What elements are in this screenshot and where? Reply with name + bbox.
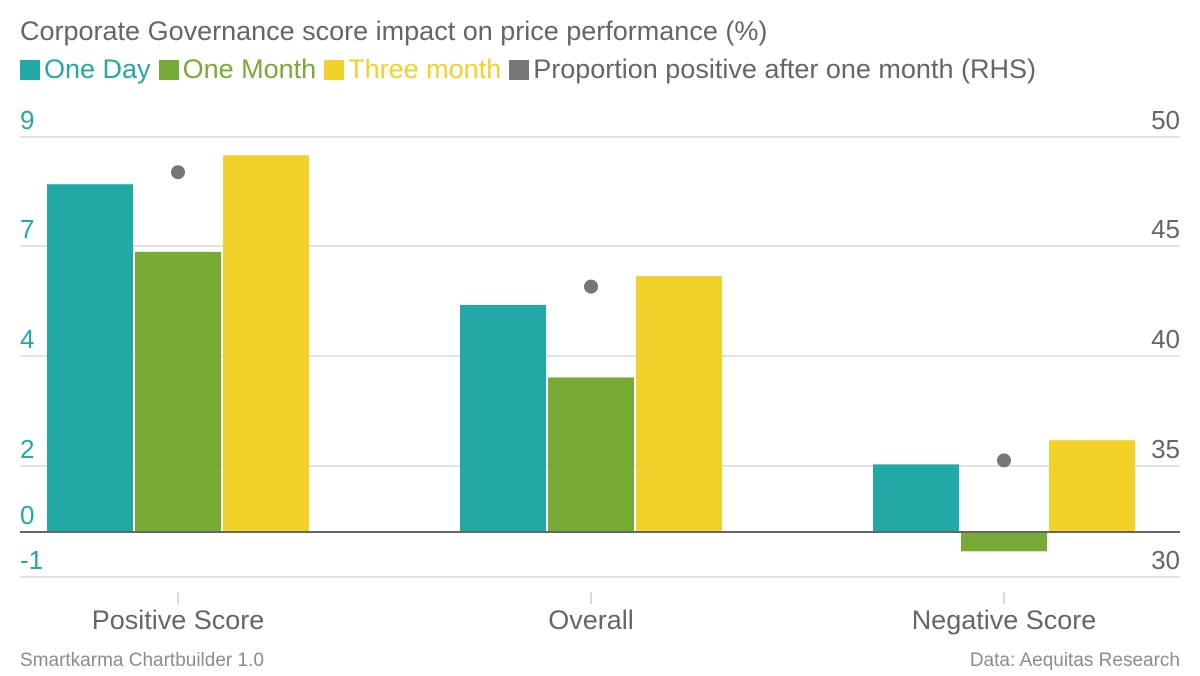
bar: [460, 304, 546, 532]
bar: [961, 532, 1047, 552]
legend-item-proportion-positive[interactable]: Proportion positive after one month (RHS…: [509, 54, 1036, 85]
legend-label: Three month: [348, 54, 502, 84]
bar: [1049, 440, 1135, 532]
left-tick-label: 2: [20, 434, 34, 464]
bar: [47, 184, 133, 533]
bar: [135, 251, 221, 533]
source-credit: Smartkarma Chartbuilder 1.0: [20, 650, 264, 671]
left-tick-label: 7: [20, 214, 34, 244]
rhs-point: [584, 279, 598, 294]
right-tick-label: 45: [1151, 214, 1180, 244]
legend-item-three-month[interactable]: Three month: [324, 54, 501, 85]
data-source: Data: Aequitas Research: [969, 650, 1180, 671]
right-tick-label: 50: [1151, 105, 1180, 135]
bar: [548, 377, 634, 532]
legend-item-one-month[interactable]: One Month: [158, 54, 317, 85]
legend-label: One Month: [182, 54, 317, 84]
x-tick-label: Positive Score: [92, 605, 265, 635]
left-tick-label: -1: [20, 545, 43, 575]
bar: [636, 276, 722, 532]
x-tick-label: Overall: [548, 605, 634, 635]
legend-swatch: [158, 59, 179, 80]
chart-title: Corporate Governance score impact on pri…: [20, 16, 768, 46]
rhs-point: [171, 165, 185, 180]
legend-swatch: [324, 59, 345, 80]
legend-item-one-day[interactable]: One Day: [20, 54, 151, 85]
left-tick-label: 4: [20, 324, 34, 354]
bar: [223, 155, 309, 532]
x-tick-label: Negative Score: [912, 605, 1097, 635]
right-tick-label: 30: [1151, 545, 1180, 575]
legend-label: Proportion positive after one month (RHS…: [533, 54, 1036, 84]
left-tick-label: 9: [20, 105, 34, 135]
right-tick-label: 40: [1151, 324, 1180, 354]
legend-swatch: [20, 59, 40, 80]
legend-swatch: [509, 59, 530, 80]
legend: One Day One Month Three month Proportion…: [20, 54, 1044, 85]
bar: [873, 464, 959, 532]
rhs-point: [997, 453, 1011, 468]
legend-label: One Day: [44, 54, 151, 84]
right-tick-label: 35: [1151, 434, 1180, 464]
left-tick-label: 0: [20, 500, 34, 530]
